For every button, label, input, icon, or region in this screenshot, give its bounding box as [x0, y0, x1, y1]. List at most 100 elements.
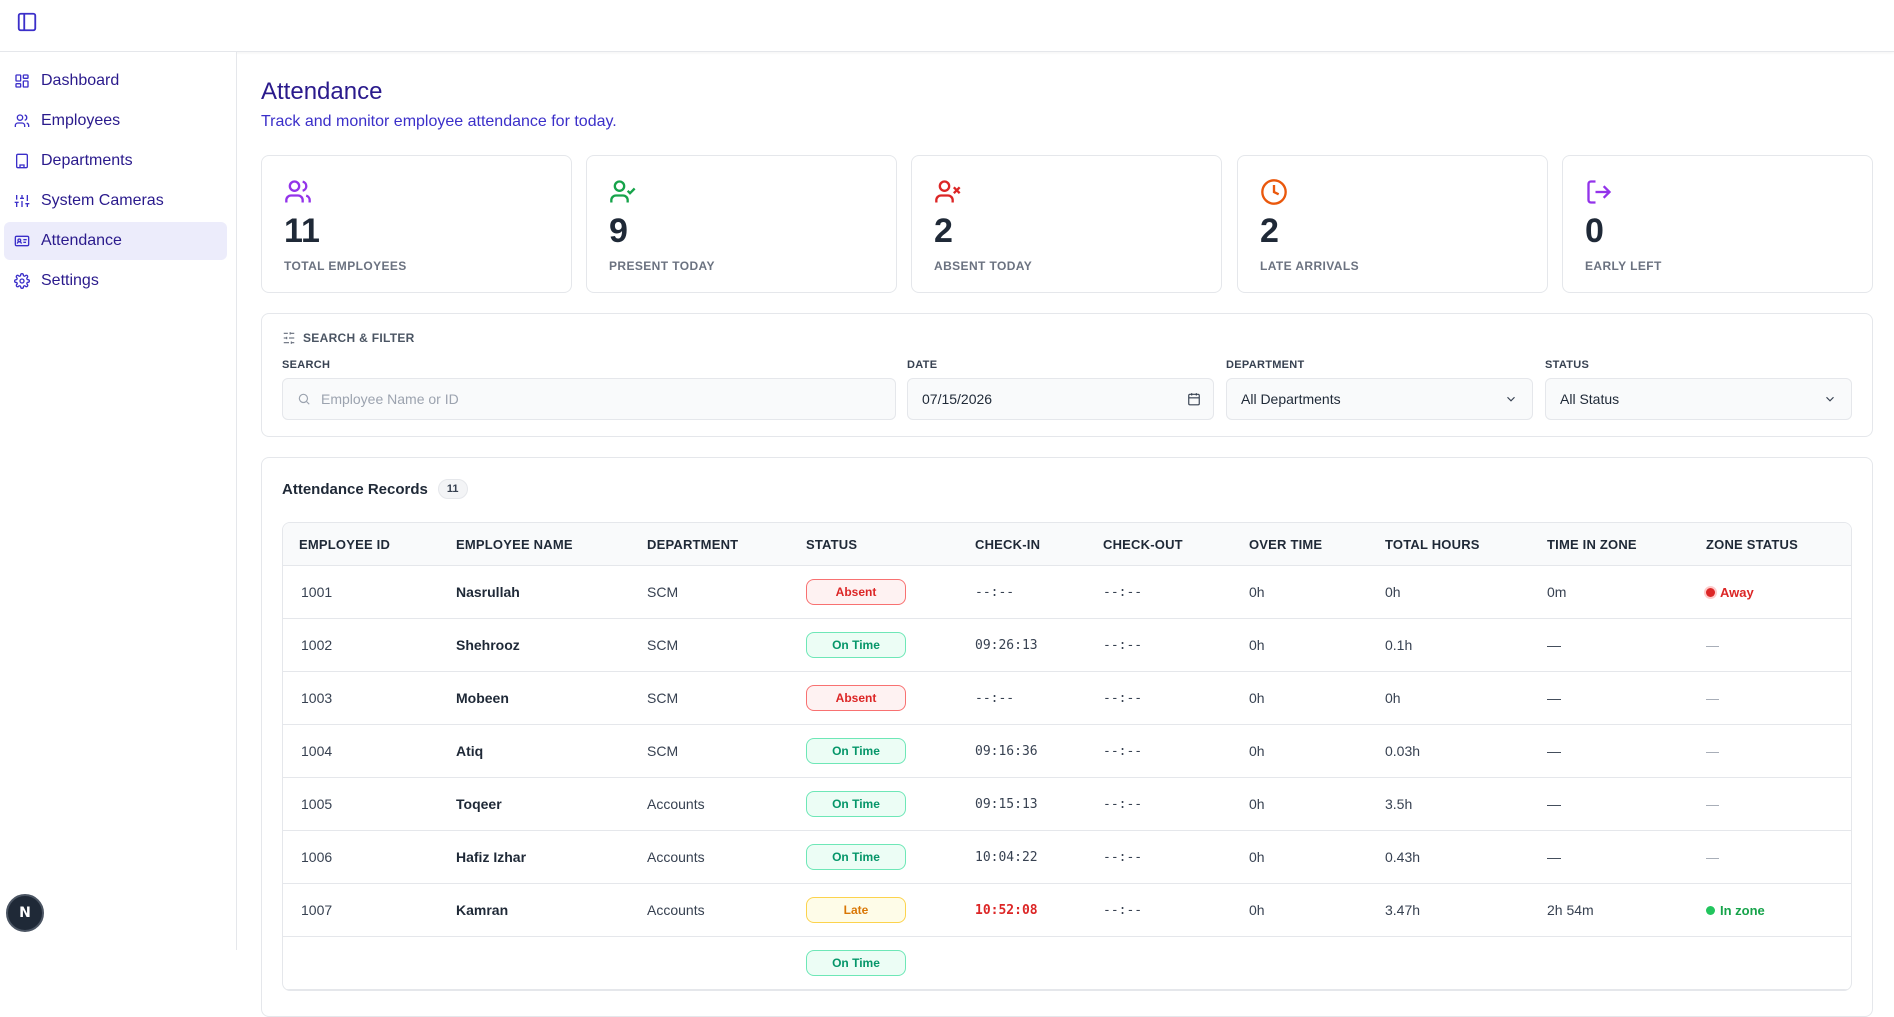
sidebar-toggle-icon[interactable] [16, 11, 38, 33]
check-in-cell: 09:26:13 [975, 638, 1038, 653]
check-in-cell: --:-- [975, 691, 1015, 706]
employee-id-cell: 1003 [301, 690, 333, 706]
sidebar-item-label: Dashboard [41, 72, 120, 89]
sidebar-item-attendance[interactable]: Attendance [4, 222, 227, 260]
column-header[interactable]: DEPARTMENT [647, 537, 739, 552]
table-row[interactable]: 1003 Mobeen SCM --:-- --:-- 0h 0h — Absent — [283, 672, 1851, 725]
employee-name-cell: Kamran [456, 902, 509, 918]
overtime-cell: 0h [1249, 584, 1265, 600]
calendar-icon[interactable] [1187, 392, 1201, 406]
time-in-zone-cell: — [1547, 690, 1561, 706]
zone-status-label: — [1706, 638, 1719, 653]
time-in-zone-cell: — [1547, 849, 1561, 865]
department-value: All Departments [1241, 391, 1341, 407]
sidebar-item-settings[interactable]: Settings [4, 262, 227, 300]
table-row[interactable]: 1001 Nasrullah SCM --:-- --:-- 0h 0h 0m Absent Aw… [283, 566, 1851, 619]
column-header[interactable]: EMPLOYEE ID [299, 537, 391, 552]
total-hours-cell: 3.47h [1385, 902, 1421, 918]
column-header[interactable]: ZONE STATUS [1706, 537, 1798, 552]
stat-label: PRESENT TODAY [609, 259, 715, 273]
check-in-cell: 09:15:13 [975, 797, 1038, 812]
table-row[interactable]: 1006 Hafiz Izhar Accounts 10:04:22 --:-- 0h 0.… [283, 831, 1851, 884]
zone-status-cell: Away [1706, 585, 1754, 600]
filter-sliders-icon [283, 332, 295, 344]
stat-value: 0 [1585, 212, 1604, 250]
employee-id-cell: 1004 [301, 743, 333, 759]
chevron-down-icon [1507, 396, 1515, 402]
zone-status-cell: — [1706, 850, 1719, 865]
table-row[interactable]: On Time [283, 937, 1851, 990]
sidebar-item-dashboard[interactable]: Dashboard [4, 62, 227, 100]
page-title: Attendance [261, 78, 383, 105]
zone-status-cell: In zone [1706, 903, 1765, 918]
column-header[interactable]: EMPLOYEE NAME [456, 537, 573, 552]
filter-heading: SEARCH & FILTER [282, 331, 415, 345]
zone-status-label: — [1706, 691, 1719, 706]
sidebar-item-system-cameras[interactable]: System Cameras [4, 182, 227, 220]
employee-name-cell: Mobeen [456, 690, 509, 706]
status-badge: On Time [806, 632, 906, 658]
total-hours-cell: 3.5h [1385, 796, 1413, 812]
department-cell: Accounts [647, 849, 705, 865]
overtime-cell: 0h [1249, 849, 1265, 865]
column-header[interactable]: OVER TIME [1249, 537, 1323, 552]
time-in-zone-cell: 0m [1547, 584, 1567, 600]
sidebar-item-employees[interactable]: Employees [4, 102, 227, 140]
zone-dot-icon [1706, 588, 1715, 597]
users-icon [285, 180, 311, 203]
stat-card-present: 9 PRESENT TODAY [586, 155, 897, 293]
total-hours-cell: 0.03h [1385, 743, 1421, 759]
column-header[interactable]: TOTAL HOURS [1385, 537, 1480, 552]
time-in-zone-cell: — [1547, 637, 1561, 653]
employee-id-cell: 1006 [301, 849, 333, 865]
total-hours-cell: 0.43h [1385, 849, 1421, 865]
top-bar [0, 0, 1894, 52]
column-header[interactable]: STATUS [806, 537, 858, 552]
employee-name-cell: Toqeer [456, 796, 502, 812]
check-in-cell: 10:04:22 [975, 850, 1038, 865]
status-badge: Absent [806, 579, 906, 605]
check-out-cell: --:-- [1103, 744, 1143, 759]
sidebar-item-label: Employees [41, 112, 121, 129]
employee-id-cell: 1005 [301, 796, 333, 812]
chevron-down-icon [1826, 396, 1834, 402]
department-select[interactable]: All Departments [1226, 378, 1533, 420]
check-in-cell: 10:52:08 [975, 903, 1038, 918]
zone-status-cell: — [1706, 797, 1719, 812]
column-header[interactable]: TIME IN ZONE [1547, 537, 1637, 552]
total-hours-cell: 0h [1385, 584, 1401, 600]
status-badge: Late [806, 897, 906, 923]
status-badge: On Time [806, 844, 906, 870]
status-badge: On Time [806, 950, 906, 976]
stat-card-early-left: 0 EARLY LEFT [1562, 155, 1873, 293]
table-row[interactable]: 1007 Kamran Accounts 10:52:08 --:-- 0h 3.47h 2h… [283, 884, 1851, 937]
check-in-cell: 09:16:36 [975, 744, 1038, 759]
time-in-zone-cell: — [1547, 743, 1561, 759]
table-row[interactable]: 1005 Toqeer Accounts 09:15:13 --:-- 0h 3.5h — On… [283, 778, 1851, 831]
employee-id-cell: 1007 [301, 902, 333, 918]
zone-status-cell: — [1706, 638, 1719, 653]
table-row[interactable]: 1004 Atiq SCM 09:16:36 --:-- 0h 0.03h — On Time — [283, 725, 1851, 778]
status-badge: On Time [806, 738, 906, 764]
search-input[interactable]: Employee Name or ID [282, 378, 896, 420]
employee-id-cell: 1002 [301, 637, 333, 653]
status-select[interactable]: All Status [1545, 378, 1852, 420]
check-out-cell: --:-- [1103, 691, 1143, 706]
id-card-icon [14, 235, 30, 247]
app-badge[interactable]: N [6, 894, 44, 932]
user-check-icon [610, 180, 636, 203]
column-header[interactable]: CHECK-IN [975, 537, 1041, 552]
overtime-cell: 0h [1249, 796, 1265, 812]
sidebar-item-departments[interactable]: Departments [4, 142, 227, 180]
attendance-table: EMPLOYEE ID EMPLOYEE NAME DEPARTMENT STA… [282, 522, 1852, 991]
employee-name-cell: Nasrullah [456, 584, 520, 600]
table-row[interactable]: 1002 Shehrooz SCM 09:26:13 --:-- 0h 0.1h — On Ti… [283, 619, 1851, 672]
column-header[interactable]: CHECK-OUT [1103, 537, 1183, 552]
date-input[interactable]: 07/15/2026 [907, 378, 1214, 420]
stat-card-late: 2 LATE ARRIVALS [1237, 155, 1548, 293]
user-x-icon [935, 180, 961, 203]
overtime-cell: 0h [1249, 690, 1265, 706]
date-label: DATE [907, 359, 938, 371]
gear-icon [14, 273, 30, 289]
clock-icon [1261, 179, 1287, 205]
